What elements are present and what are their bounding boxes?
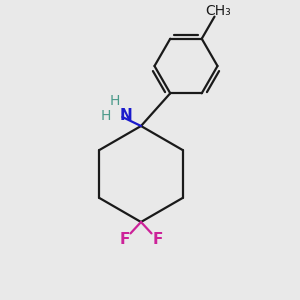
Text: H: H (110, 94, 120, 108)
Text: H: H (100, 109, 111, 122)
Text: CH₃: CH₃ (205, 4, 231, 18)
Text: F: F (119, 232, 130, 247)
Text: N: N (120, 108, 133, 123)
Text: F: F (152, 232, 163, 247)
